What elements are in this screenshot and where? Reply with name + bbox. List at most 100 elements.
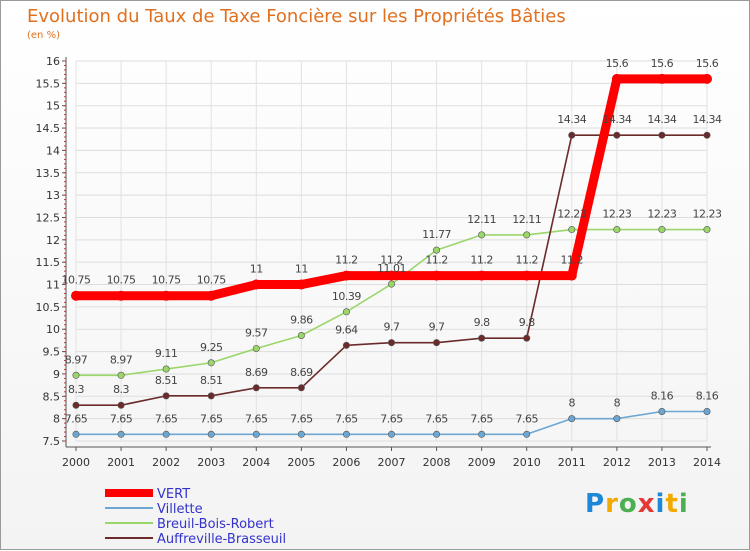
data-label-Auffreville-Brasseuil: 14.34: [602, 113, 631, 126]
data-point-Breuil-Bois-Robert: [342, 308, 350, 316]
data-label-VERT: 11.2: [561, 254, 584, 267]
data-point-VERT: [386, 270, 397, 281]
data-label-VERT: 10.75: [197, 274, 226, 287]
data-label-Breuil-Bois-Robert: 8.97: [110, 353, 133, 366]
data-label-Villette: 7.65: [155, 412, 178, 425]
logo-letter: o: [618, 489, 638, 519]
data-point-Auffreville-Brasseuil: [387, 339, 395, 347]
data-point-Villette: [297, 430, 305, 438]
y-tick-label: 10.5: [36, 301, 61, 314]
data-point-VERT: [116, 290, 127, 301]
data-point-Breuil-Bois-Robert: [523, 231, 531, 239]
data-point-Villette: [342, 430, 350, 438]
data-point-VERT: [71, 290, 81, 301]
y-tick-label: 15.5: [36, 77, 61, 90]
data-label-Villette: 8.16: [651, 389, 674, 402]
data-label-VERT: 11: [250, 263, 263, 276]
data-label-Villette: 8.16: [696, 389, 719, 402]
data-label-Villette: 8: [614, 397, 621, 410]
data-label-Auffreville-Brasseuil: 14.34: [647, 113, 676, 126]
data-label-VERT: 10.75: [62, 274, 91, 287]
data-label-Villette: 7.65: [425, 412, 448, 425]
data-point-VERT: [251, 279, 262, 290]
x-tick-label: 2002: [152, 456, 180, 469]
data-point-VERT: [702, 73, 712, 84]
data-point-Breuil-Bois-Robert: [658, 226, 666, 234]
data-label-Auffreville-Brasseuil: 8.3: [113, 383, 129, 396]
y-tick-label: 9: [53, 368, 60, 381]
data-point-Villette: [703, 407, 711, 415]
data-label-Breuil-Bois-Robert: 12.11: [467, 213, 496, 226]
data-point-Auffreville-Brasseuil: [478, 334, 486, 342]
data-label-Breuil-Bois-Robert: 12.11: [512, 213, 541, 226]
data-label-Breuil-Bois-Robert: 11.77: [422, 228, 451, 241]
data-label-VERT: 11.2: [470, 254, 493, 267]
y-tick-label: 13.5: [36, 167, 61, 180]
data-point-Villette: [387, 430, 395, 438]
y-tick-label: 16: [46, 55, 60, 68]
data-label-VERT: 15.6: [651, 57, 674, 70]
x-tick-label: 2010: [513, 456, 541, 469]
data-label-Villette: 7.65: [335, 412, 358, 425]
y-tick-label: 14.5: [36, 122, 61, 135]
data-point-Villette: [433, 430, 441, 438]
data-point-VERT: [341, 270, 352, 281]
data-label-VERT: 10.75: [152, 274, 181, 287]
data-point-Villette: [568, 415, 576, 423]
data-label-Villette: 7.65: [470, 412, 493, 425]
logo-letter: r: [605, 489, 619, 519]
data-label-Villette: 7.65: [290, 412, 313, 425]
data-point-VERT: [431, 270, 442, 281]
x-tick-label: 2011: [558, 456, 586, 469]
x-tick-label: 2000: [62, 456, 90, 469]
data-label-Breuil-Bois-Robert: 12.23: [647, 208, 676, 221]
x-tick-label: 2006: [332, 456, 360, 469]
data-point-Auffreville-Brasseuil: [613, 131, 621, 139]
data-point-Auffreville-Brasseuil: [703, 131, 711, 139]
data-point-Breuil-Bois-Robert: [703, 226, 711, 234]
data-point-Auffreville-Brasseuil: [342, 341, 350, 349]
data-point-Breuil-Bois-Robert: [613, 226, 621, 234]
data-point-Villette: [207, 430, 215, 438]
legend-label-Villette: Villette: [157, 502, 203, 517]
data-point-Auffreville-Brasseuil: [297, 384, 305, 392]
x-tick-label: 2008: [423, 456, 451, 469]
data-point-VERT: [521, 270, 532, 281]
logo-letter: i: [678, 489, 689, 519]
data-point-Breuil-Bois-Robert: [387, 280, 395, 288]
data-label-Villette: 7.65: [515, 412, 538, 425]
data-label-VERT: 15.6: [696, 57, 719, 70]
data-label-Auffreville-Brasseuil: 9.64: [335, 323, 358, 336]
y-tick-label: 7.5: [43, 435, 61, 448]
logo-letter: x: [637, 489, 656, 519]
data-label-VERT: 15.6: [606, 57, 629, 70]
legend-label-Breuil-Bois-Robert: Breuil-Bois-Robert: [157, 517, 274, 532]
data-point-VERT: [296, 279, 307, 290]
proxiti-logo: Proxiti: [585, 489, 689, 519]
y-tick-label: 8: [53, 413, 60, 426]
data-label-Villette: 8: [569, 397, 576, 410]
x-tick-label: 2014: [693, 456, 721, 469]
data-point-Villette: [117, 430, 125, 438]
data-point-Auffreville-Brasseuil: [252, 384, 260, 392]
data-label-Auffreville-Brasseuil: 14.34: [557, 113, 586, 126]
data-label-Villette: 7.65: [110, 412, 133, 425]
y-tick-label: 13: [46, 189, 60, 202]
data-label-Villette: 7.65: [65, 412, 88, 425]
unit-label: (en %): [27, 30, 60, 41]
data-label-Villette: 7.65: [245, 412, 268, 425]
chart-title: Evolution du Taux de Taxe Foncière sur l…: [27, 6, 566, 27]
data-point-Villette: [658, 407, 666, 415]
x-tick-label: 2009: [468, 456, 496, 469]
data-label-VERT: 11.2: [335, 254, 358, 267]
y-tick-label: 9.5: [43, 346, 61, 359]
data-label-Auffreville-Brasseuil: 8.69: [290, 366, 313, 379]
y-tick-label: 12.5: [36, 211, 61, 224]
data-label-Auffreville-Brasseuil: 9.8: [474, 316, 490, 329]
data-point-Auffreville-Brasseuil: [72, 401, 80, 409]
x-tick-label: 2001: [107, 456, 135, 469]
data-point-VERT: [476, 270, 487, 281]
data-point-Breuil-Bois-Robert: [162, 365, 170, 373]
data-point-Breuil-Bois-Robert: [72, 371, 80, 379]
